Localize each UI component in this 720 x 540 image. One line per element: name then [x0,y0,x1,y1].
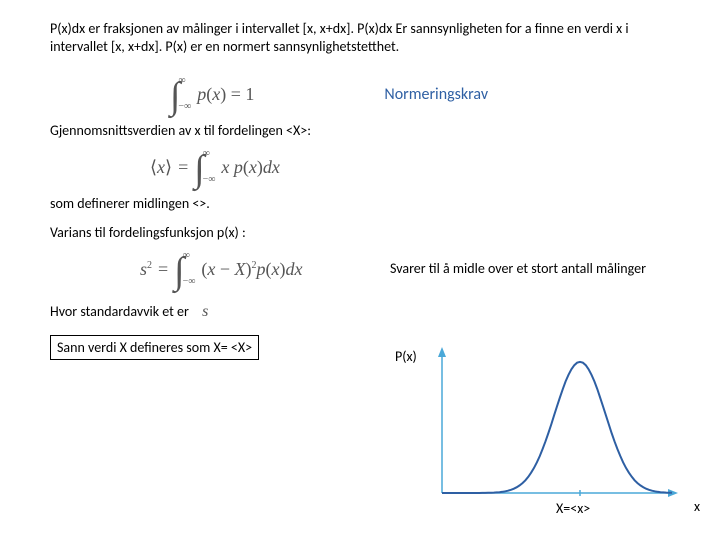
som-definerer: som definerer midlingen <>. [50,195,675,212]
svarer-text: Svarer til å midle over et stort antall … [390,260,650,278]
hvor-text: Hvor standardavvik et er s [50,303,675,321]
normalization-label: Normeringskrav [384,85,488,104]
hvor-label: Hvor standardavvik et er [50,303,189,320]
distribution-chart [420,345,680,515]
x-axis-label: x [694,498,700,515]
varians-text: Varians til fordelingsfunksjon p(x) : [50,224,675,241]
equation-mean: ⟨x⟩ = ∫ ∞−∞ x p(x)dx [150,149,675,185]
px-axis-label: P(x) [395,348,417,365]
x-mean-label: X=<x> [556,500,590,517]
std-symbol: s [202,303,208,320]
sann-verdi-box: Sann verdi X defineres som X= <X> [50,335,259,360]
intro-text: P(x)dx er fraksjonen av målinger i inter… [50,20,675,56]
equation-normalization: ∫ ∞−∞ p(x) = 1 Normeringskrav [170,76,675,112]
mean-text: Gjennomsnittsverdien av x til fordelinge… [50,122,675,139]
